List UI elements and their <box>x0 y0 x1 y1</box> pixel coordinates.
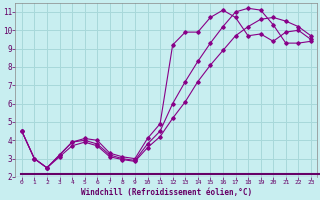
X-axis label: Windchill (Refroidissement éolien,°C): Windchill (Refroidissement éolien,°C) <box>81 188 252 197</box>
